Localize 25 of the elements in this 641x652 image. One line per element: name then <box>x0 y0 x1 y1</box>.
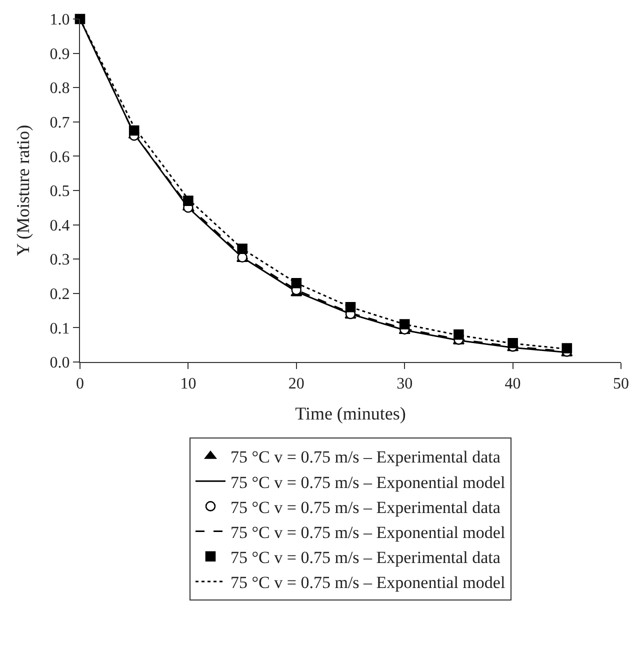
x-tick-label: 40 <box>504 375 521 392</box>
y-tick-label: 0.4 <box>50 217 70 234</box>
y-tick-label: 0.1 <box>50 320 70 338</box>
y-axis-title: Y (Moisture ratio) <box>12 124 33 256</box>
x-tick-label: 20 <box>288 375 304 392</box>
y-tick-label: 0.2 <box>50 286 70 303</box>
x-tick-label: 30 <box>396 375 413 392</box>
legend-label: 75 °C v = 0.75 m/s – Exponential model <box>230 472 506 492</box>
legend-label: 75 °C v = 0.75 m/s – Experimental data <box>230 448 501 467</box>
y-tick-label: 0.5 <box>50 183 70 200</box>
x-tick-label: 50 <box>613 375 629 392</box>
x-axis-title: Time (minutes) <box>295 403 406 424</box>
legend-label: 75 °C v = 0.75 m/s – Exponential model <box>230 522 506 542</box>
y-tick-label: 0.3 <box>50 252 70 269</box>
y-tick-label: 1.0 <box>50 12 70 29</box>
y-tick-label: 0.0 <box>50 354 70 372</box>
legend-label: 75 °C v = 0.75 m/s – Exponential model <box>230 573 506 592</box>
y-tick-label: 0.8 <box>50 80 70 98</box>
y-tick-label: 0.6 <box>50 148 70 166</box>
x-tick-label: 0 <box>76 375 84 392</box>
legend-label: 75 °C v = 0.75 m/s – Experimental data <box>230 548 501 568</box>
y-tick-label: 0.9 <box>50 46 70 63</box>
legend-label: 75 °C v = 0.75 m/s – Experimental data <box>230 498 501 517</box>
x-tick-label: 10 <box>180 375 196 392</box>
y-tick-label: 0.7 <box>50 114 70 132</box>
